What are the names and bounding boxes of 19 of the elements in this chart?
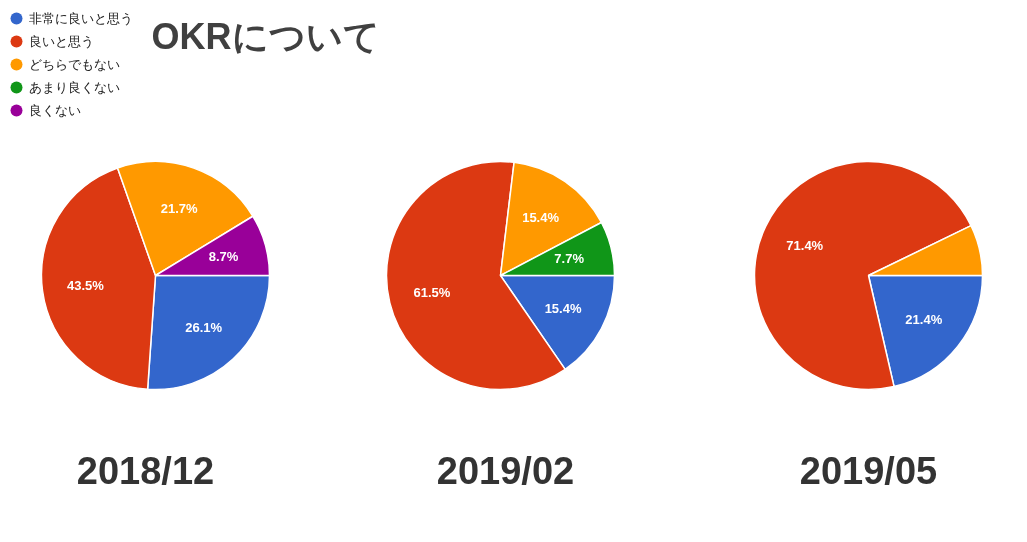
data-label: 8.7% — [208, 248, 239, 264]
data-label: 43.5% — [67, 277, 105, 293]
data-label: 26.1% — [185, 319, 223, 335]
legend-label: 良いと思う — [28, 34, 94, 49]
chart-title: OKRについて — [151, 16, 380, 57]
text: 2019/05 — [799, 449, 938, 492]
data-label: 15.4% — [544, 300, 582, 316]
data-label: 71.4% — [786, 237, 824, 253]
data-label: 21.4% — [905, 312, 943, 328]
text: 2019/02 — [436, 449, 575, 492]
legend-label: どちらでもない — [28, 57, 120, 72]
legend-label: あまり良くない — [28, 80, 120, 95]
legend-label: 非常に良いと思う — [28, 11, 133, 26]
legend-label: 良くない — [28, 103, 81, 118]
text: 2018/12 — [76, 449, 215, 492]
data-label: 7.7% — [554, 251, 585, 267]
data-label: 21.7% — [160, 201, 199, 217]
data-label: 61.5% — [413, 284, 451, 300]
data-label: 15.4% — [522, 209, 560, 225]
